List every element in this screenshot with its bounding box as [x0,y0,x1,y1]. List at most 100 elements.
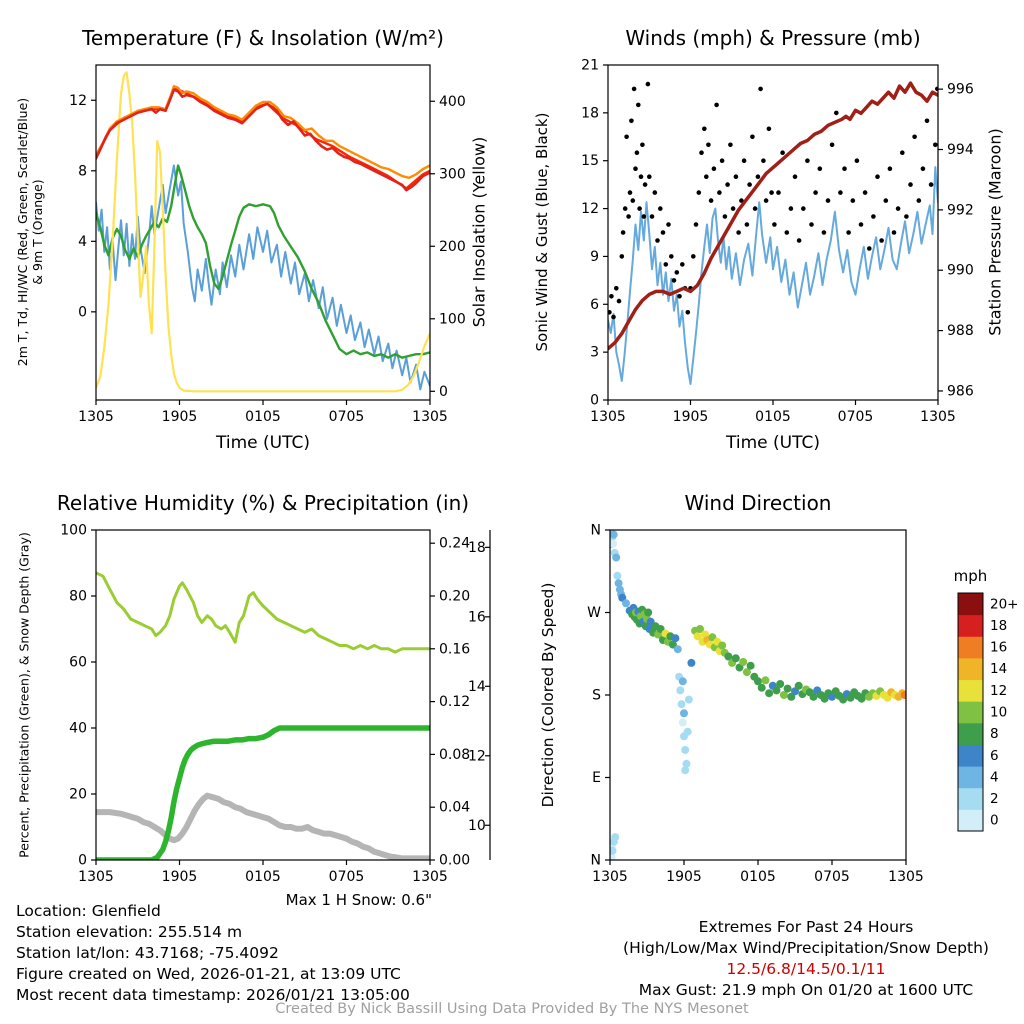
gusts-dot [858,222,864,227]
tick-label: 0105 [245,409,281,425]
tick-label: 21 [581,58,599,74]
wind-direction-plot: 1305 1905 0105 0705 1305NWSEN024681012141618… [587,523,1018,886]
wind-direction-dot [718,641,727,650]
tick-label: 4 [78,234,87,250]
wind-direction-dot [611,833,620,842]
series-layer [610,530,906,860]
tick-label: 992 [947,202,974,218]
colorbar-segment [958,679,983,702]
gusts-dot [747,182,752,187]
gusts-dot [854,158,860,163]
gusts-dot [685,310,691,315]
gusts-dot [875,174,880,179]
gusts-dot [891,230,897,235]
gusts-dot [629,118,634,124]
gusts-dot [636,102,641,108]
gusts-dot [752,206,758,211]
gusts-dot [792,174,798,179]
tick-label: 1305 [412,869,448,885]
wind-direction-dot [614,579,623,588]
wind-direction-dot [681,766,690,775]
gusts-dot [696,190,702,195]
gusts-dot [677,294,682,299]
gusts-dot [633,166,638,171]
tick-label: 10 [990,705,1007,721]
tick-label: 0.04 [439,800,470,816]
tick-label: 10 [468,818,486,834]
tick-label: 14 [468,679,486,695]
tick-label: 18 [468,540,486,556]
tick-label: 0 [78,853,87,869]
tick-label: 200 [439,239,466,255]
tick-label: E [592,770,601,786]
colorbar-segment [958,636,983,659]
wind-direction-dot [809,692,818,701]
gusts-dot [796,238,802,243]
tick-label: 14 [990,661,1007,677]
tick-label: 0.24 [439,536,470,552]
winds-x-axis-label: Time (UTC) [726,433,820,453]
tick-label: 1305 [78,869,114,885]
tick-label: N [591,523,601,539]
wind-direction-dot [761,676,770,685]
gusts-dot [714,102,719,108]
pressure-right-axis-label: Station Pressure (Maroon) [985,128,1005,336]
insolation-right-axis-label: Solar Insolation (Yellow) [469,136,489,328]
wind-direction-dot [610,530,618,539]
wind-left-axis-label: Sonic Wind & Gust (Blue, Black) [533,112,551,352]
humidity-precip-plot: 1305 1905 0105 0705 13050204060801000.000.04… [60,523,491,885]
tick-label: 986 [947,383,974,399]
gusts-dot [663,262,669,267]
tick-label: 80 [69,589,87,605]
insolation-line [96,71,430,393]
station-elevation: Station elevation: 255.514 m [16,923,243,941]
gusts-dot [867,246,872,251]
tick-label: 996 [947,82,974,98]
tick-label: W [587,605,601,621]
wind-direction-dot [678,677,687,686]
tick-label: 990 [947,263,974,279]
wind-direction-dot [772,686,781,695]
tick-label: 0 [990,813,999,829]
gusts-dot [719,158,725,163]
gusts-dot [821,230,827,235]
humidity-left-axis-label: Percent, Precipitation (Green), & Snow D… [16,532,32,858]
gusts-dot [642,182,648,187]
tick-label: 0705 [329,409,365,425]
2m-temp-line [96,88,430,192]
gusts-dot [924,118,930,124]
gusts-dot [776,190,781,195]
tick-label: 0105 [755,409,791,425]
extremes-title: Extremes For Past 24 Hours [698,918,914,936]
tick-label: 0.12 [439,694,470,710]
wind-direction-dot [610,846,617,855]
colorbar-segment [958,787,983,810]
wind-direction-dot [682,759,691,768]
data-timestamp: Most recent data timestamp: 2026/01/21 1… [16,986,410,1004]
wind-direction-dot [757,683,766,692]
gusts-dot [658,206,663,211]
wind-direction-dot [677,700,686,709]
gusts-dot [638,174,644,179]
gusts-dot [706,142,711,148]
gusts-dot [736,230,741,235]
gusts-dot [928,182,934,187]
tick-label: 0 [78,304,87,320]
tick-label: 2 [990,791,999,807]
wind-direction-panel: 1305 1905 0105 0705 1305 N W S E N 0 2 4 6 8 10 12 14 16 18… [512,465,1024,910]
tick-label: 60 [69,655,87,671]
tick-label: 6 [590,297,599,313]
gusts-dot [666,222,671,227]
gusts-dot [935,86,938,92]
gusts-dot [717,190,722,195]
gusts-dot [761,158,766,163]
gusts-dot [631,86,637,92]
tick-label: 1905 [666,869,702,885]
gusts-dot [619,254,625,259]
max-gust: Max Gust: 21.9 mph On 01/20 at 1600 UTC [638,981,974,999]
tick-label: 12 [990,683,1007,699]
tick-label: 18 [581,105,599,121]
tick-label: 40 [69,721,87,737]
gusts-dot [862,190,868,195]
wind-direction-dot [693,632,702,641]
